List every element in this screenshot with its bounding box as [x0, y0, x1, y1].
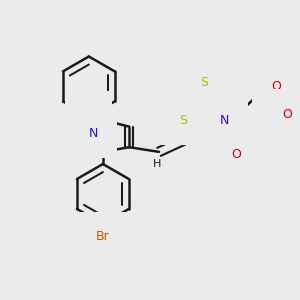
- Text: S: S: [200, 76, 208, 89]
- Text: N: N: [220, 114, 229, 127]
- Text: Br: Br: [96, 230, 110, 244]
- Text: N: N: [89, 127, 98, 140]
- Text: O: O: [282, 108, 292, 121]
- Text: O: O: [271, 80, 281, 93]
- Text: N: N: [84, 110, 94, 123]
- Text: O: O: [231, 148, 241, 161]
- Text: H: H: [294, 108, 300, 121]
- Text: H: H: [153, 159, 161, 169]
- Text: S: S: [179, 114, 187, 127]
